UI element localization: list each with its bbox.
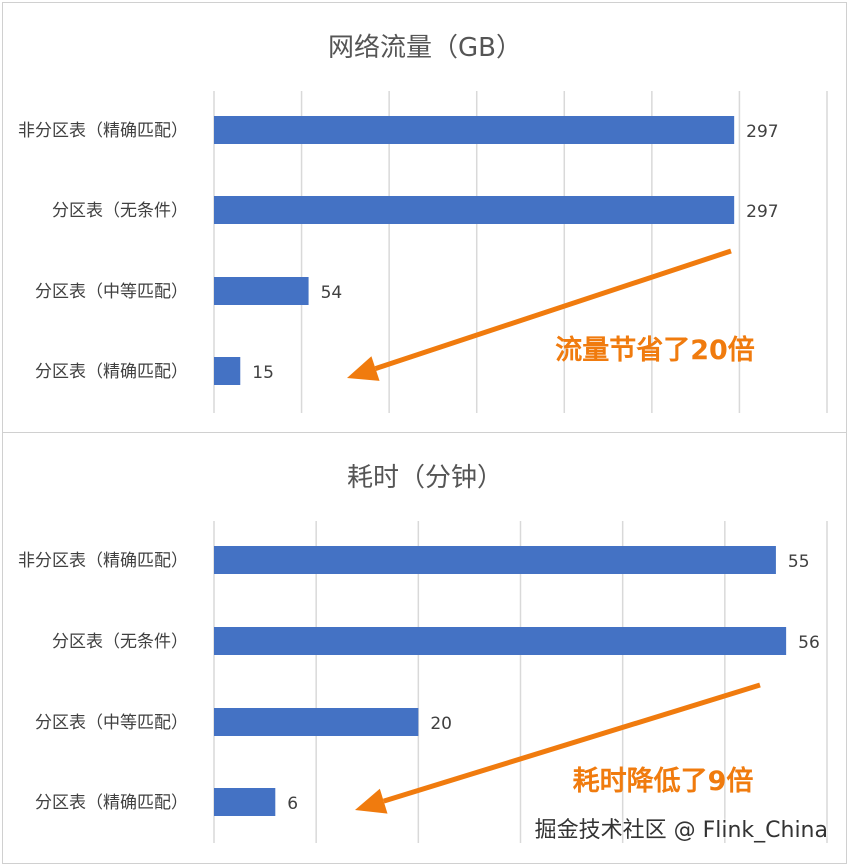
annotation-text: 耗时降低了9倍	[573, 765, 754, 797]
category-label: 分区表（精确匹配）	[35, 362, 188, 382]
value-label: 6	[287, 794, 298, 814]
bar	[214, 627, 787, 655]
category-label: 分区表（中等匹配）	[35, 713, 188, 733]
value-label: 20	[430, 714, 452, 734]
value-label: 15	[252, 363, 274, 383]
bar	[214, 708, 419, 736]
value-label: 56	[798, 633, 820, 653]
traffic-chart-panel: 网络流量（GB） 非分区表（精确匹配） 297 分区表（无条件） 297 分区表（中等匹配…	[2, 2, 847, 434]
chart-title: 耗时（分钟）	[347, 463, 503, 493]
bar	[214, 196, 735, 224]
bar	[214, 788, 276, 816]
annotation-arrow-shaft	[382, 682, 761, 804]
value-label: 55	[788, 552, 810, 572]
annotation-arrow-shaft	[374, 248, 732, 371]
value-label: 54	[321, 283, 343, 303]
annotation-arrow-head	[347, 356, 380, 381]
value-label: 297	[746, 122, 778, 142]
category-label: 分区表（精确匹配）	[35, 793, 188, 813]
category-label: 分区表（中等匹配）	[35, 282, 188, 302]
bar	[214, 277, 309, 305]
category-label: 分区表（无条件）	[52, 201, 188, 221]
annotation-text: 流量节省了20倍	[555, 334, 755, 366]
bar	[214, 357, 241, 385]
category-label: 非分区表（精确匹配）	[18, 551, 188, 571]
time-chart: 耗时（分钟） 非分区表（精确匹配） 55 分区表（无条件） 56 分区表（中等匹配） 20 分…	[18, 463, 828, 843]
watermark: 掘金技术社区 @ Flink_China	[534, 818, 828, 843]
time-chart-panel: 耗时（分钟） 非分区表（精确匹配） 55 分区表（无条件） 56 分区表（中等匹配） 20 分…	[2, 432, 847, 864]
bar	[214, 116, 735, 144]
value-label: 297	[746, 202, 778, 222]
traffic-chart: 网络流量（GB） 非分区表（精确匹配） 297 分区表（无条件） 297 分区表（中等匹配…	[18, 33, 828, 413]
annotation-arrow-head	[355, 788, 388, 814]
category-label: 非分区表（精确匹配）	[18, 121, 188, 141]
chart-title: 网络流量（GB）	[328, 33, 522, 63]
bar	[214, 546, 776, 574]
category-label: 分区表（无条件）	[52, 632, 188, 652]
